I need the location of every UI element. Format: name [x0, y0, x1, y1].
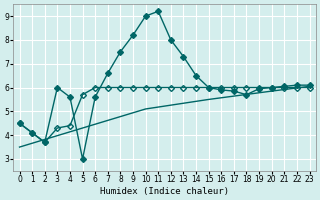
X-axis label: Humidex (Indice chaleur): Humidex (Indice chaleur): [100, 187, 229, 196]
